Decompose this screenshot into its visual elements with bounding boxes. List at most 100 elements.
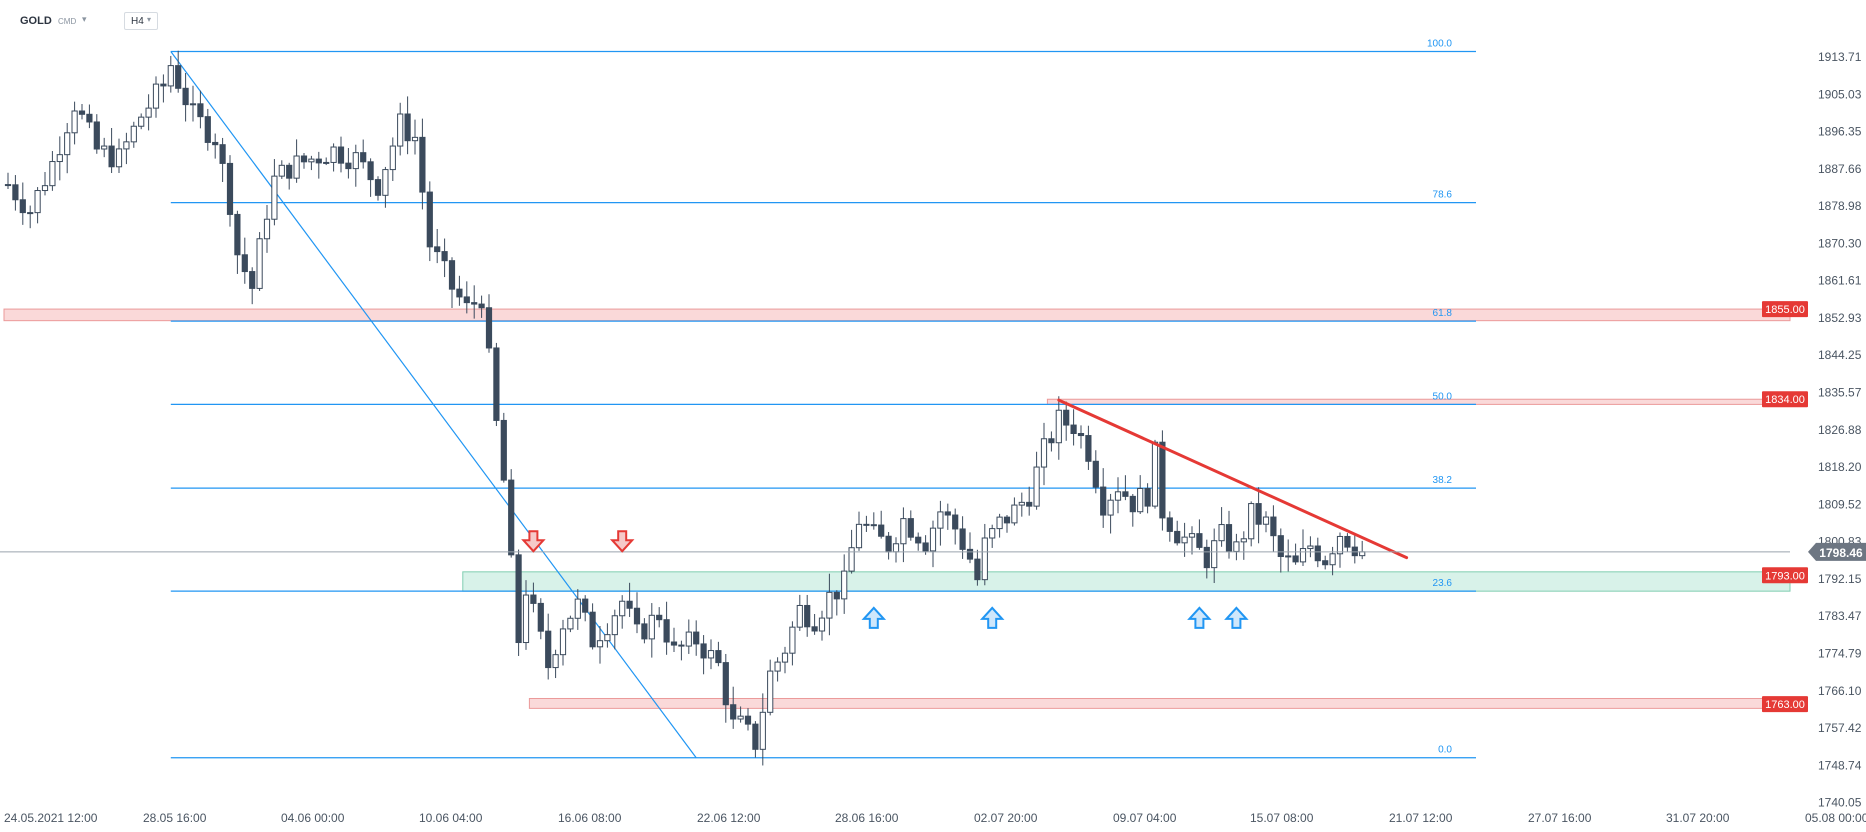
candle — [389, 137, 396, 181]
candle-body — [219, 144, 226, 164]
candle — [1255, 487, 1262, 544]
candle-body — [374, 179, 382, 196]
candle-body — [448, 260, 456, 290]
candle — [752, 721, 759, 758]
candle-body — [619, 600, 626, 617]
candle-body — [648, 614, 655, 640]
price-badge: 1793.00 — [1762, 567, 1808, 584]
candle — [138, 113, 145, 130]
candle — [263, 204, 271, 253]
candle-body — [249, 271, 256, 289]
candle-body — [589, 611, 596, 648]
candle-body — [1018, 501, 1025, 506]
candle — [952, 508, 959, 545]
candle — [1114, 477, 1122, 514]
candle-body — [101, 145, 108, 150]
candle-body — [545, 630, 552, 669]
candle — [456, 275, 463, 306]
candle — [1107, 493, 1114, 534]
candle — [833, 590, 840, 616]
candle-body — [567, 617, 574, 630]
fib-label-0.0: 0.0 — [1438, 745, 1452, 756]
candle-body — [693, 631, 700, 645]
y-tick-label: 1870.30 — [1818, 236, 1862, 250]
candle — [818, 610, 826, 641]
candle-body — [478, 303, 485, 309]
candle — [974, 549, 981, 586]
candle — [441, 238, 448, 278]
candle — [448, 257, 456, 308]
candle — [1203, 539, 1210, 579]
candle — [574, 589, 581, 630]
candle — [707, 639, 715, 670]
candle — [663, 601, 670, 655]
candle — [1307, 536, 1314, 558]
time-axis: 24.05.2021 12:00 28.05 16:00 04.06 00:00 10… — [4, 811, 1866, 825]
candle — [360, 139, 367, 169]
y-tick-label: 1844.25 — [1818, 348, 1862, 362]
candle-body — [1122, 491, 1129, 497]
candle-body — [804, 604, 811, 628]
candle — [219, 137, 226, 182]
candle-body — [656, 614, 663, 621]
candle-body — [397, 113, 404, 147]
candle-body — [1166, 517, 1173, 532]
candle-body — [197, 103, 204, 118]
candle-body — [345, 162, 352, 170]
candle — [1322, 555, 1329, 570]
candle-body — [86, 113, 93, 123]
candle — [286, 162, 293, 190]
candle-body — [870, 524, 877, 527]
price-axis: 1913.71 1905.03 1896.35 1887.66 1878.98 1870.… — [1762, 50, 1866, 810]
candle-body — [989, 528, 996, 539]
zones-layer — [3, 308, 1791, 709]
chevron-down-icon[interactable]: ▾ — [82, 14, 87, 24]
price-badge-label: 1763.00 — [1765, 699, 1805, 711]
candle — [1129, 493, 1136, 527]
y-tick-label: 1887.66 — [1818, 162, 1862, 176]
y-tick-label: 1740.05 — [1818, 796, 1862, 810]
y-tick-label: 1905.03 — [1818, 87, 1862, 101]
x-tick-label: 05.08 00:00 — [1805, 811, 1866, 825]
candle-body — [241, 254, 248, 273]
candle-body — [1344, 535, 1351, 548]
price-badge: 1855.00 — [1762, 301, 1808, 318]
candle-body — [1299, 548, 1307, 563]
x-tick-label: 27.07 16:00 — [1528, 811, 1592, 825]
x-tick-label: 22.06 12:00 — [697, 811, 761, 825]
candle — [611, 609, 618, 650]
candle — [937, 500, 944, 546]
candle — [915, 532, 922, 551]
candle-body — [752, 723, 759, 750]
candle — [1144, 483, 1151, 514]
candle-body — [167, 65, 174, 87]
candle-body — [263, 218, 271, 240]
candle — [907, 510, 914, 541]
zone-1793.00 — [462, 571, 1791, 592]
candle — [1240, 531, 1247, 560]
arrow-up-icon — [861, 606, 887, 629]
candle — [212, 133, 219, 159]
candle — [648, 603, 655, 658]
candle-body — [737, 715, 744, 720]
candle — [863, 515, 870, 532]
candle — [685, 619, 692, 654]
candle — [478, 295, 485, 318]
candle-body — [1144, 487, 1151, 507]
candle-body — [323, 161, 330, 164]
candle-body — [833, 591, 840, 600]
price-badge-bg — [1762, 301, 1808, 318]
symbol-label[interactable]: GOLD — [20, 15, 52, 27]
candle — [345, 148, 352, 179]
candle — [1048, 431, 1055, 452]
candle — [41, 171, 49, 196]
candle-body — [1070, 424, 1077, 434]
candle-body — [959, 528, 966, 550]
y-tick-label: 1835.57 — [1818, 385, 1862, 399]
arrow-down-icon — [521, 530, 546, 553]
candle-body — [685, 631, 692, 647]
candle-body — [818, 617, 826, 632]
candle — [1314, 537, 1321, 568]
timeframe-select[interactable]: H4 ▾ — [124, 12, 158, 30]
